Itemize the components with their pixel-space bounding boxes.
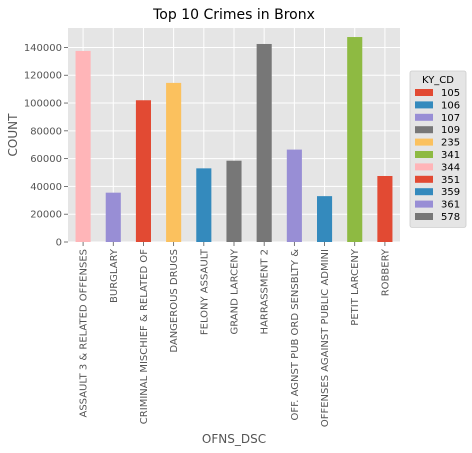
y-tick-label: 60000 (30, 154, 62, 165)
legend-label: 107 (441, 113, 460, 124)
x-tick-label: ASSAULT 3 & RELATED OFFENSES (79, 249, 90, 418)
x-tick-label: BURGLARY (109, 248, 120, 303)
bar (105, 192, 121, 242)
legend-label: 106 (441, 100, 460, 111)
legend-swatch (415, 89, 433, 96)
bar (347, 37, 363, 242)
legend-label: 361 (441, 200, 460, 211)
y-axis-ticks: 0 20000 40000 60000 80000 100000 120000 140000 (24, 43, 68, 249)
x-tick-label: OFF. AGNST PUB ORD SENSBLTY & (290, 249, 301, 421)
bar (286, 149, 302, 242)
bars (75, 37, 393, 243)
legend-swatch (415, 113, 433, 121)
legend-label: 109 (441, 125, 460, 136)
x-tick-label: DANGEROUS DRUGS (169, 249, 180, 353)
bar (256, 43, 272, 243)
x-tick-label: GRAND LARCENY (230, 248, 241, 334)
legend-swatch (415, 188, 433, 196)
x-tick-label: HARRASSMENT 2 (260, 249, 271, 334)
bar (166, 82, 182, 242)
legend-swatch (415, 138, 433, 146)
y-tick-label: 20000 (30, 210, 62, 221)
y-tick-label: 0 (56, 238, 62, 249)
legend-swatch (415, 126, 433, 134)
y-tick-label: 140000 (24, 43, 62, 54)
legend-label: 235 (441, 138, 460, 149)
legend-swatch (415, 151, 433, 158)
legend-label: 105 (441, 88, 460, 99)
legend-title: KY_CD (422, 75, 454, 86)
y-tick-label: 40000 (30, 182, 62, 193)
y-axis-label: COUNT (6, 113, 20, 157)
chart-title: Top 10 Crimes in Bronx (152, 7, 315, 23)
x-axis-label: OFNS_DSC (202, 432, 266, 446)
x-tick-label: PETIT LARCENY (350, 248, 361, 326)
legend-swatch (415, 175, 433, 183)
legend-label: 344 (441, 162, 460, 173)
legend-label: 359 (441, 187, 460, 198)
x-tick-label: CRIMINAL MISCHIEF & RELATED OF (139, 249, 150, 424)
x-tick-label: FELONY ASSAULT (199, 248, 210, 335)
y-tick-label: 80000 (30, 126, 62, 137)
x-tick-label: ROBBERY (380, 248, 391, 296)
bar (75, 50, 91, 242)
bar (377, 175, 393, 242)
legend-swatch (415, 163, 433, 171)
legend-label: 341 (441, 150, 460, 161)
legend-label: 578 (441, 212, 460, 223)
legend-swatch (415, 213, 433, 220)
legend-label: 351 (441, 175, 460, 186)
x-tick-label: OFFENSES AGAINST PUBLIC ADMINI (320, 249, 331, 427)
legend-swatch (415, 101, 433, 109)
x-axis-ticks: ASSAULT 3 & RELATED OFFENSES BURGLARY CRIM… (79, 242, 391, 427)
legend-swatch (415, 200, 433, 208)
bar (317, 196, 333, 242)
bar (135, 100, 151, 243)
y-tick-label: 100000 (24, 99, 62, 110)
bar (226, 160, 242, 242)
bar (196, 168, 212, 242)
y-tick-label: 120000 (24, 71, 62, 82)
